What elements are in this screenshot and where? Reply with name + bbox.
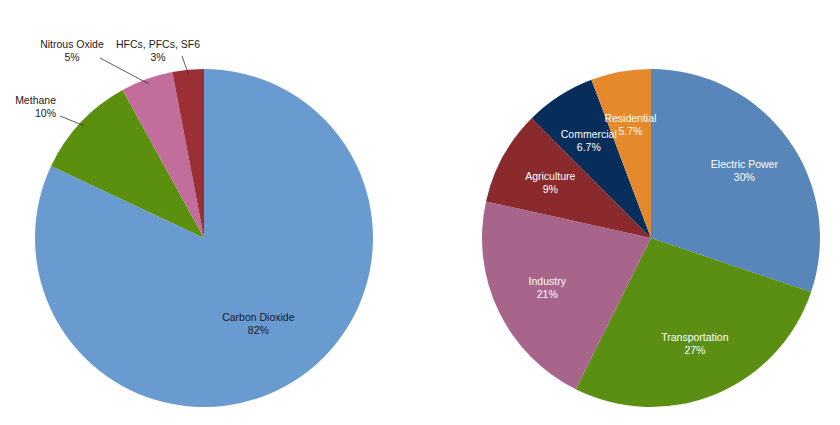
slice-category-label: Transportation [661, 331, 728, 343]
slice-value-label: 5% [64, 51, 79, 63]
slice-value-label: 6.7% [577, 141, 601, 153]
slice-value-label: 10% [35, 107, 56, 119]
slice-category-label: Residential [604, 112, 656, 124]
pie-slice [591, 69, 651, 238]
slice-category-label: HFCs, PFCs, SF6 [116, 38, 200, 50]
slice-category-label: Agriculture [525, 170, 575, 182]
slice-value-label: 5.7% [618, 125, 642, 137]
slice-category-label: Industry [529, 275, 567, 287]
slice-value-label: 9% [543, 183, 558, 195]
slice-category-label: Methane [15, 94, 56, 106]
slice-category-label: Carbon Dioxide [222, 311, 295, 323]
labels: Electric Power30% Transportation27% Indust… [525, 112, 778, 356]
slice-category-label: Nitrous Oxide [40, 38, 104, 50]
leader-line [60, 116, 85, 126]
slice-category-label: Commercial [561, 128, 617, 140]
slices [482, 69, 820, 407]
slice-value-label: 27% [684, 344, 705, 356]
figure: Carbon Dioxide82% Methane10% Nitrous Oxide… [0, 0, 840, 425]
slice-value-label: 21% [537, 288, 558, 300]
pie-chart: Carbon Dioxide82% Methane10% Nitrous Oxide… [15, 38, 373, 407]
slice-value-label: 3% [150, 51, 165, 63]
slices [35, 69, 373, 407]
pie-slice [172, 69, 204, 238]
leader-line [100, 58, 148, 84]
slice-value-label: 82% [248, 324, 269, 336]
slice-value-label: 30% [734, 171, 755, 183]
slice-category-label: Electric Power [711, 158, 779, 170]
pie-chart: Electric Power30% Transportation27% Indust… [482, 69, 820, 407]
leader-line [182, 56, 189, 75]
labels: Carbon Dioxide82% Methane10% Nitrous Oxide… [15, 38, 295, 336]
pie-slice [35, 69, 373, 407]
